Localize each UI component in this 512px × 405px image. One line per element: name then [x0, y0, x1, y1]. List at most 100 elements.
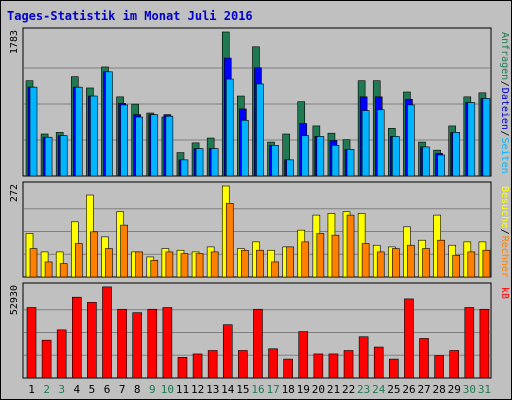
- bar-seiten-day-7: [120, 104, 128, 177]
- day-label-16: 16: [251, 383, 264, 396]
- day-label-6: 6: [104, 383, 111, 396]
- day-label-17: 17: [266, 383, 279, 396]
- bar-kb-day-8: [132, 312, 142, 379]
- day-label-18: 18: [282, 383, 295, 396]
- bar-rechner-day-20: [316, 233, 325, 278]
- bar-rechner-day-1: [29, 248, 38, 278]
- bar-rechner-day-28: [437, 239, 445, 278]
- bar-kb-day-11: [177, 357, 188, 379]
- bar-seiten-day-25: [392, 136, 400, 177]
- bar-seiten-day-18: [286, 159, 294, 177]
- day-label-15: 15: [236, 383, 249, 396]
- bar-rechner-day-22: [346, 214, 355, 278]
- bar-rechner-day-7: [120, 224, 128, 278]
- bar-seiten-day-26: [407, 104, 415, 177]
- day-label-23: 23: [357, 383, 370, 396]
- bar-seiten-day-5: [90, 95, 98, 177]
- bar-rechner-day-13: [210, 251, 219, 278]
- bar-seiten-day-21: [331, 145, 340, 177]
- bar-seiten-day-14: [225, 78, 234, 177]
- bar-rechner-day-3: [59, 263, 68, 278]
- bar-kb-day-13: [207, 350, 218, 379]
- bar-rechner-day-2: [44, 261, 53, 278]
- bar-seiten-day-1: [29, 86, 38, 177]
- day-label-8: 8: [134, 383, 141, 396]
- bar-kb-day-19: [298, 331, 309, 379]
- y-max-label-bottom: 52930: [9, 285, 20, 315]
- bar-kb-day-25: [389, 358, 399, 379]
- bar-kb-day-10: [162, 307, 173, 379]
- bar-kb-day-23: [358, 336, 369, 379]
- bar-kb-day-24: [373, 346, 384, 379]
- legend-besuche: Besuche: [499, 186, 510, 228]
- bar-seiten-day-12: [195, 148, 204, 177]
- bar-seiten-day-13: [210, 148, 219, 177]
- day-label-9: 9: [149, 383, 156, 396]
- bar-rechner-day-6: [105, 248, 113, 278]
- day-label-4: 4: [74, 383, 81, 396]
- bar-rechner-day-23: [361, 243, 370, 278]
- bar-rechner-day-12: [195, 253, 204, 278]
- bar-seiten-day-4: [74, 86, 83, 177]
- bar-seiten-day-8: [135, 116, 143, 177]
- day-label-2: 2: [43, 383, 50, 396]
- bar-seiten-day-30: [467, 102, 476, 177]
- legend-separator: /: [499, 81, 510, 87]
- legend-dateien: Dateien: [499, 88, 510, 130]
- bar-seiten-day-6: [105, 71, 113, 177]
- day-labels: 1 2 3 4 5 6 7 8 9 10 11 12 13 14 15 16 17 18 19 20 21 22 23 24 2…: [28, 383, 491, 396]
- bar-rechner-day-24: [376, 251, 385, 278]
- day-label-5: 5: [89, 383, 96, 396]
- bar-rechner-day-17: [271, 261, 279, 278]
- day-label-14: 14: [221, 383, 235, 396]
- day-label-24: 24: [372, 383, 386, 396]
- bar-rechner-day-16: [256, 249, 264, 278]
- bar-rechner-day-30: [467, 251, 476, 278]
- bar-seiten-day-9: [150, 114, 159, 177]
- bar-seiten-day-15: [241, 119, 249, 177]
- bar-kb-day-7: [117, 308, 127, 379]
- bar-kb-day-12: [192, 353, 203, 379]
- bar-kb-day-14: [222, 324, 233, 379]
- day-label-20: 20: [312, 383, 325, 396]
- day-label-10: 10: [161, 383, 174, 396]
- bar-rechner-day-31: [482, 249, 491, 278]
- bar-kb-day-21: [328, 353, 339, 379]
- bar-kb-day-30: [464, 307, 475, 379]
- day-label-27: 27: [417, 383, 430, 396]
- bar-rechner-day-11: [180, 253, 189, 278]
- bar-kb-day-17: [268, 348, 278, 379]
- day-label-19: 19: [297, 383, 310, 396]
- panel-bottom: 52930 kB: [9, 282, 510, 379]
- day-label-26: 26: [402, 383, 415, 396]
- bar-kb-day-6: [102, 286, 112, 379]
- bar-seiten-day-11: [180, 159, 189, 177]
- bar-kb-day-18: [283, 358, 293, 379]
- bar-seiten-day-10: [165, 115, 174, 177]
- bar-kb-day-5: [87, 302, 97, 379]
- bar-kb-day-15: [238, 350, 248, 379]
- bar-kb-day-4: [71, 296, 82, 379]
- bar-seiten-day-22: [346, 149, 355, 177]
- bar-kb-day-22: [343, 350, 354, 379]
- bar-seiten-day-27: [422, 146, 430, 177]
- bar-seiten-day-29: [452, 132, 461, 177]
- bar-kb-day-16: [253, 308, 263, 379]
- bar-rechner-day-4: [74, 243, 83, 278]
- bar-kb-day-20: [313, 353, 324, 379]
- bar-seiten-day-31: [482, 98, 491, 177]
- bar-kb-day-3: [56, 329, 67, 379]
- bar-rechner-day-25: [392, 248, 400, 278]
- bar-seiten-day-17: [271, 145, 279, 177]
- bar-rechner-day-10: [165, 251, 174, 278]
- day-label-25: 25: [387, 383, 400, 396]
- bar-rechner-day-26: [407, 244, 415, 278]
- bar-rechner-day-21: [331, 234, 340, 278]
- bar-kb-day-9: [147, 308, 158, 379]
- legend-separator: /: [499, 131, 510, 137]
- bar-seiten-day-16: [256, 83, 264, 177]
- bar-kb-day-27: [419, 338, 429, 379]
- day-label-11: 11: [176, 383, 189, 396]
- bar-rechner-day-18: [286, 246, 294, 278]
